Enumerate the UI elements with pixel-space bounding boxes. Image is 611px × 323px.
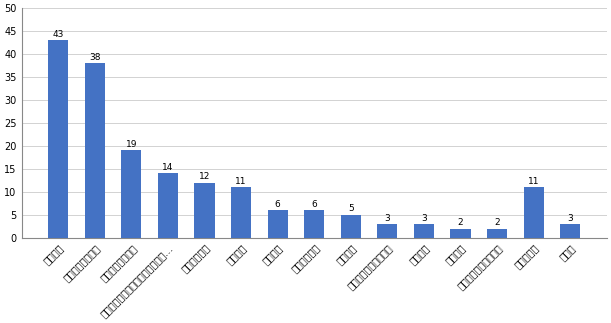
Text: 3: 3 <box>384 214 390 223</box>
Bar <box>121 151 141 238</box>
Text: 6: 6 <box>275 200 280 209</box>
Text: 3: 3 <box>567 214 573 223</box>
Text: 38: 38 <box>89 53 101 62</box>
Text: 6: 6 <box>312 200 317 209</box>
Bar <box>304 210 324 238</box>
Text: 2: 2 <box>458 218 463 227</box>
Bar <box>158 173 178 238</box>
Text: 43: 43 <box>53 30 64 39</box>
Text: 19: 19 <box>126 140 137 149</box>
Text: 11: 11 <box>235 177 247 186</box>
Bar <box>414 224 434 238</box>
Text: 12: 12 <box>199 172 210 181</box>
Text: 2: 2 <box>494 218 500 227</box>
Text: 3: 3 <box>421 214 426 223</box>
Bar <box>268 210 288 238</box>
Bar <box>341 215 361 238</box>
Bar <box>524 187 544 238</box>
Bar <box>48 40 68 238</box>
Bar <box>487 228 507 238</box>
Text: 11: 11 <box>528 177 540 186</box>
Bar <box>231 187 251 238</box>
Bar <box>377 224 397 238</box>
Bar <box>85 63 105 238</box>
Bar <box>450 228 470 238</box>
Text: 14: 14 <box>162 163 174 172</box>
Bar <box>560 224 580 238</box>
Text: 5: 5 <box>348 204 354 214</box>
Bar <box>194 182 214 238</box>
